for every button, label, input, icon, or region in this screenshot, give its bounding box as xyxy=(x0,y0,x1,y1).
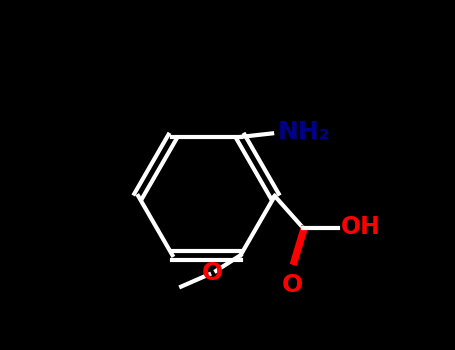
Text: OH: OH xyxy=(341,216,381,239)
Text: O: O xyxy=(202,261,223,285)
Text: NH₂: NH₂ xyxy=(278,120,330,144)
Text: O: O xyxy=(282,273,303,297)
